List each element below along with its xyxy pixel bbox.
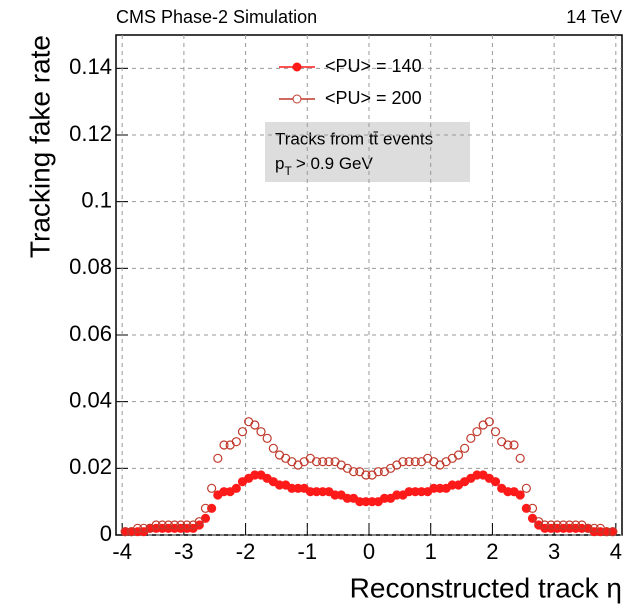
data-point [324,457,334,467]
data-point [311,457,322,467]
header-right: 14 TeV [566,7,622,27]
legend-marker [292,94,302,104]
data-point [182,520,192,530]
data-point [157,520,167,530]
data-point [583,523,593,533]
data-point [521,483,531,493]
data-point [490,427,501,437]
data-point [453,450,464,460]
x-tick-label: 1 [425,539,437,564]
data-point [213,453,223,463]
data-point [552,520,562,530]
data-point [194,520,204,530]
data-point [601,527,612,537]
data-point [571,520,581,530]
annotation-text: p [275,154,284,173]
data-point [151,520,161,530]
y-tick-label: 0.02 [69,454,112,479]
data-point [373,467,383,477]
legend-label: <PU> = 200 [325,88,422,108]
data-point [515,453,525,463]
data-point [231,483,241,493]
data-point [163,520,174,530]
data-point [521,503,531,513]
y-tick-label: 0.06 [69,321,112,346]
data-point [268,443,278,453]
data-point [546,520,556,530]
legend-label: <PU> = 140 [325,56,422,76]
data-point [219,440,229,450]
data-point [460,443,470,453]
data-point [237,427,248,437]
annotation-text: > 0.9 GeV [296,154,374,173]
y-tick-label: 0.14 [69,54,112,79]
data-point [256,427,266,437]
data-point [404,457,414,467]
legend-marker [292,62,302,72]
x-tick-label: -4 [112,539,132,564]
annotation-line: pT > 0.9 GeV [275,154,373,178]
data-point [509,440,519,450]
data-point [490,477,501,487]
data-point [176,520,186,530]
data-point [472,427,482,437]
data-point [207,503,217,513]
data-point [132,523,143,533]
data-point [515,490,525,500]
data-point [170,520,180,530]
data-point [410,457,420,467]
x-tick-label: -1 [298,539,318,564]
annotation-line: Tracks from tt̄ events [275,129,433,148]
data-point [361,470,371,480]
data-point [527,503,538,513]
data-point [503,440,513,450]
x-tick-label: 3 [548,539,560,564]
annotation-box [265,122,470,182]
data-point [318,457,328,467]
y-tick-label: 0.12 [69,121,112,146]
y-tick-label: 0 [100,521,112,546]
header-left: CMS Phase-2 Simulation [116,7,317,27]
x-tick-label: 2 [486,539,498,564]
x-tick-label: 4 [610,539,622,564]
data-point [262,433,272,443]
data-point [231,437,241,447]
data-point [564,520,575,530]
data-point [466,433,476,443]
data-point [398,457,408,467]
data-point [348,467,359,477]
data-point [207,483,217,493]
x-tick-label: 0 [363,539,375,564]
data-point [194,517,204,527]
y-tick-label: 0.04 [69,387,112,412]
data-point [120,527,130,537]
x-axis-title: Reconstructed track η [350,572,622,603]
data-point [589,523,599,533]
y-tick-label: 0.1 [81,187,112,212]
data-point [608,527,618,537]
data-point [484,417,494,427]
data-point [558,520,568,530]
data-point [139,523,149,533]
y-axis-title: Tracking fake rate [24,35,55,258]
data-point [250,420,260,430]
x-tick-label: -2 [236,539,256,564]
data-point [200,503,211,513]
annotation-sub: T [284,164,292,178]
y-tick-label: 0.08 [69,254,112,279]
data-point [540,520,550,530]
x-tick-label: -3 [174,539,194,564]
